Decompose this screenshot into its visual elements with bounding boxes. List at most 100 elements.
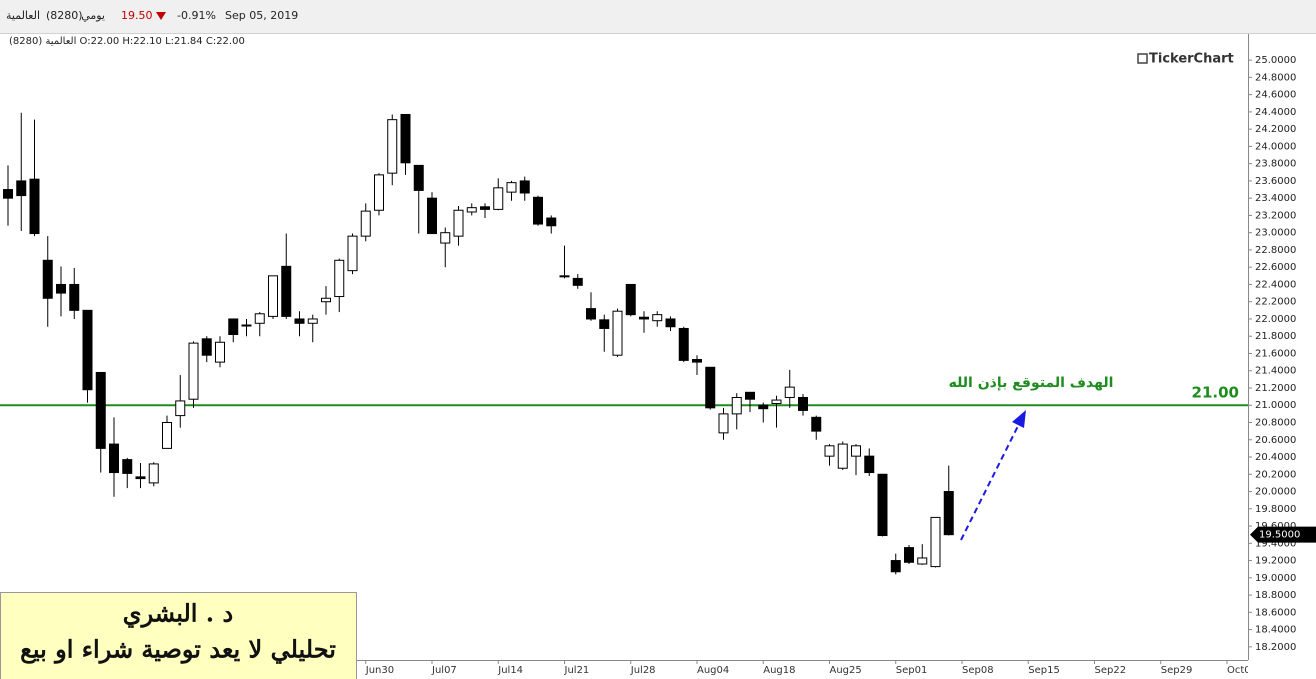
candle-body bbox=[771, 399, 782, 405]
candle-body bbox=[56, 283, 66, 294]
candle-body bbox=[3, 189, 13, 199]
candle-body bbox=[440, 232, 451, 244]
plot-area: May19May26Jun09Jun16Jun23Jun30Jul07Jul14… bbox=[0, 112, 1257, 676]
y-tick-label: 20.4000 bbox=[1255, 452, 1296, 463]
candle-body bbox=[943, 491, 954, 536]
x-tick-label: Oct06 bbox=[1227, 665, 1257, 676]
target-annotation: الهدف المتوقع بإذن الله bbox=[949, 375, 1114, 391]
candle-body bbox=[254, 313, 265, 324]
candle-body bbox=[625, 283, 636, 316]
candle-body bbox=[837, 443, 848, 469]
y-axis: 18.2000 18.4000 18.6000 18.8000 19.0000 19.20… bbox=[1248, 55, 1316, 653]
y-tick-label: 20.2000 bbox=[1255, 469, 1296, 480]
candle-body bbox=[241, 324, 252, 327]
candle-body bbox=[374, 174, 384, 211]
y-tick-label: 23.6000 bbox=[1255, 176, 1296, 187]
candle-body bbox=[294, 318, 305, 324]
candle-body bbox=[745, 391, 755, 400]
y-tick-label: 24.0000 bbox=[1255, 141, 1296, 152]
x-tick-label: Sep22 bbox=[1095, 665, 1127, 676]
candle-body bbox=[519, 180, 530, 194]
x-tick-label: Jul14 bbox=[497, 665, 523, 676]
candle-body bbox=[692, 359, 702, 363]
candle-body bbox=[506, 182, 517, 193]
candle-body bbox=[480, 206, 490, 210]
candle-body bbox=[493, 187, 504, 210]
candle-body bbox=[639, 316, 649, 320]
ohlc-readout: العالمية (8280) O:22.00 H:22.10 L:21.84 … bbox=[9, 36, 245, 47]
candle-body bbox=[16, 180, 27, 197]
y-tick-label: 18.4000 bbox=[1255, 625, 1296, 636]
candle-body bbox=[281, 265, 292, 317]
x-tick-label: Sep01 bbox=[896, 665, 928, 676]
candle-body bbox=[811, 416, 822, 432]
overlay: 21.00 bbox=[1192, 384, 1239, 402]
y-tick-label: 21.2000 bbox=[1255, 383, 1296, 394]
candle-body bbox=[453, 209, 464, 237]
x-tick-label: Jun30 bbox=[365, 665, 394, 676]
candle-body bbox=[665, 318, 676, 328]
candle-body bbox=[877, 473, 888, 537]
y-tick-label: 25.0000 bbox=[1255, 55, 1296, 66]
last-price-tag bbox=[1250, 526, 1316, 543]
candle-body bbox=[599, 319, 610, 329]
y-tick-label: 18.8000 bbox=[1255, 590, 1296, 601]
candle-body bbox=[427, 197, 437, 235]
x-tick-label: Aug04 bbox=[697, 665, 729, 676]
y-tick-label: 24.6000 bbox=[1255, 90, 1296, 101]
y-tick-label: 19.2000 bbox=[1255, 556, 1296, 567]
candle-body bbox=[718, 413, 729, 434]
y-tick-label: 23.4000 bbox=[1255, 193, 1296, 204]
candle-body bbox=[307, 318, 318, 324]
candle-body bbox=[731, 396, 742, 415]
candle-body bbox=[851, 445, 861, 457]
y-tick-label: 24.8000 bbox=[1255, 72, 1296, 83]
candle-body bbox=[188, 342, 199, 400]
candle-body bbox=[360, 210, 371, 237]
note-box bbox=[0, 592, 357, 679]
candle-body bbox=[413, 164, 424, 191]
y-tick-label: 24.2000 bbox=[1255, 124, 1296, 135]
candle-body bbox=[824, 445, 835, 457]
target-line-label: 21.00 bbox=[1192, 384, 1239, 402]
candle-body bbox=[758, 404, 769, 410]
candle-body bbox=[890, 560, 901, 573]
candle-body bbox=[387, 119, 398, 174]
candle-body bbox=[904, 547, 914, 563]
date: Sep 05, 2019 bbox=[225, 9, 298, 22]
note-disclaimer: تحليلي لا يعد توصية شراء او بيع bbox=[20, 635, 336, 665]
x-tick-label: Jul21 bbox=[564, 665, 590, 676]
candle-body bbox=[586, 308, 596, 320]
x-tick-label: Sep08 bbox=[962, 665, 994, 676]
candle-body bbox=[175, 400, 186, 417]
candle-body bbox=[678, 327, 689, 361]
note-author: د . البشري bbox=[123, 599, 233, 629]
y-tick-label: 19.4000 bbox=[1255, 538, 1296, 549]
y-tick-label: 20.0000 bbox=[1255, 487, 1296, 498]
candle-body bbox=[864, 455, 875, 474]
candle-body bbox=[95, 371, 106, 449]
candle-body bbox=[347, 235, 358, 272]
candle-body bbox=[122, 459, 133, 474]
candle-body bbox=[148, 463, 159, 484]
x-tick-label: Sep29 bbox=[1161, 665, 1193, 676]
candle-body bbox=[42, 259, 53, 299]
y-tick-label: 19.6000 bbox=[1255, 521, 1296, 532]
y-tick-label: 21.8000 bbox=[1255, 331, 1296, 342]
y-tick-label: 19.8000 bbox=[1255, 504, 1296, 515]
candle-body bbox=[930, 516, 941, 568]
x-tick-label: Aug25 bbox=[830, 665, 862, 676]
symbol-name: العالمية bbox=[6, 9, 40, 22]
last-price-label: 19.5000 bbox=[1259, 530, 1300, 541]
candle-body bbox=[400, 113, 411, 164]
target-arrow bbox=[960, 423, 1020, 541]
candle-body bbox=[215, 341, 225, 363]
y-tick-label: 22.2000 bbox=[1255, 297, 1296, 308]
x-tick-label: Jul28 bbox=[630, 665, 656, 676]
down-arrow bbox=[156, 12, 166, 20]
symbol-code: (8280) bbox=[46, 9, 83, 22]
y-tick-label: 23.8000 bbox=[1255, 159, 1296, 170]
y-tick-label: 20.8000 bbox=[1255, 418, 1296, 429]
candle-body bbox=[268, 275, 278, 317]
candle-body bbox=[784, 386, 795, 398]
